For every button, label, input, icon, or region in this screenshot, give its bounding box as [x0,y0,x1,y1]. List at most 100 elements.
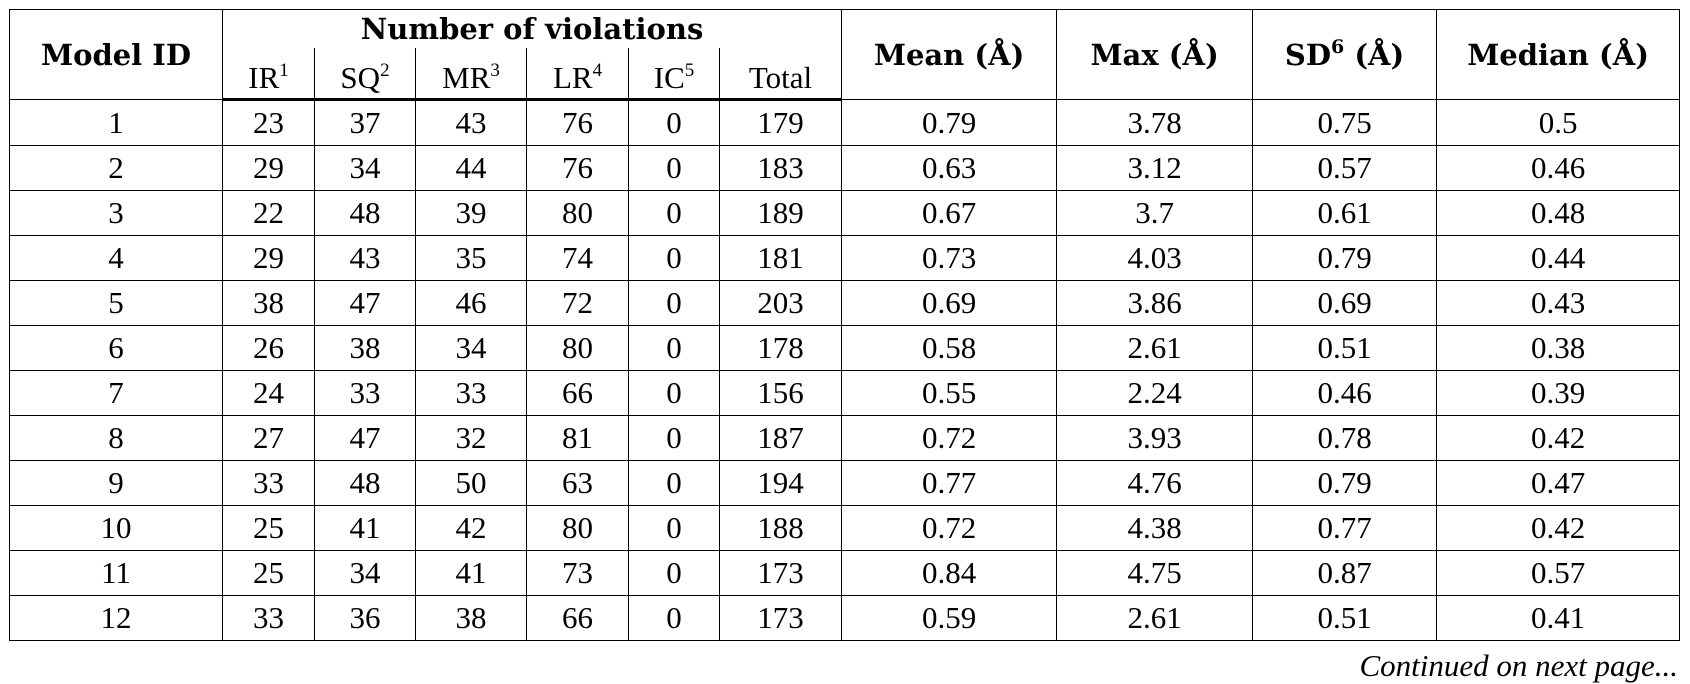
table-cell: 183 [718,145,843,191]
table-cell: 0 [628,370,720,416]
table-cell: 0.38 [1436,325,1681,371]
table-cell: 48 [314,460,416,506]
table-cell: 11 [9,550,223,596]
continuation-note: Continued on next page... [1359,648,1678,683]
table-row: 12 33 36 38 66 0 173 0.59 2.61 0.51 0.41 [9,595,1681,641]
table-cell: 80 [526,325,629,371]
table-cell: 1 [9,99,223,146]
table-cell: 81 [526,415,629,461]
table-cell: 194 [718,460,843,506]
table-cell: 0 [628,99,720,146]
table-cell: 8 [9,415,223,461]
table-cell: 0.41 [1436,595,1681,641]
table-row: 1 23 37 43 76 0 179 0.79 3.78 0.75 0.5 [9,99,1681,146]
column-header: IC5 [628,48,720,101]
table-cell: 25 [222,505,315,551]
table-cell: 0.79 [1252,235,1438,281]
table-cell: 63 [526,460,629,506]
table-cell: 33 [222,460,315,506]
table-cell: 34 [314,550,416,596]
table-cell: 0.5 [1436,99,1681,146]
header-footnote-mark: 4 [592,60,603,81]
table-cell: 4.76 [1056,460,1254,506]
table-cell: 33 [314,370,416,416]
column-header: Total [718,48,843,101]
table-cell: 38 [415,595,527,641]
table-cell: 38 [222,280,315,326]
column-header: SQ2 [314,48,416,101]
header-text: IC [653,60,685,95]
table-cell: 3.12 [1056,145,1254,191]
column-header: Mean (Å) [841,9,1058,100]
table-cell: 47 [314,415,416,461]
header-text: Median (Å) [1467,37,1649,72]
table-cell: 46 [415,280,527,326]
table-cell: 0.61 [1252,190,1438,236]
table-cell: 0.79 [1252,460,1438,506]
table-cell: 80 [526,190,629,236]
column-header: IR1 [222,48,315,101]
table-cell: 37 [314,99,416,146]
table-cell: 23 [222,99,315,146]
table-cell: 41 [415,550,527,596]
table-cell: 188 [718,505,843,551]
table-cell: 0.44 [1436,235,1681,281]
table-cell: 39 [415,190,527,236]
table-cell: 0.51 [1252,325,1438,371]
table-cell: 4.75 [1056,550,1254,596]
table-row: 10 25 41 42 80 0 188 0.72 4.38 0.77 0.42 [9,505,1681,551]
table-cell: 0.73 [841,235,1058,281]
table-cell: 25 [222,550,315,596]
table-cell: 26 [222,325,315,371]
table-cell: 2 [9,145,223,191]
table-cell: 47 [314,280,416,326]
table-cell: 29 [222,235,315,281]
table-cell: 80 [526,505,629,551]
table-cell: 0 [628,190,720,236]
table-cell: 36 [314,595,416,641]
column-header: Model ID [9,9,223,100]
table-cell: 0.57 [1436,550,1681,596]
table-cell: 2.61 [1056,325,1254,371]
table-cell: 0.39 [1436,370,1681,416]
header-text: MR [442,60,491,95]
table-cell: 181 [718,235,843,281]
table-cell: 3 [9,190,223,236]
table-cell: 0.46 [1252,370,1438,416]
table-cell: 0.51 [1252,595,1438,641]
table-cell: 0 [628,505,720,551]
column-header: LR4 [526,48,629,101]
table-cell: 0 [628,415,720,461]
column-header: SD6 (Å) [1252,9,1438,100]
table-cell: 0 [628,595,720,641]
table-cell: 73 [526,550,629,596]
table-cell: 4 [9,235,223,281]
table-cell: 0.58 [841,325,1058,371]
table-cell: 0.42 [1436,415,1681,461]
table-cell: 0.48 [1436,190,1681,236]
table-cell: 0.43 [1436,280,1681,326]
table-cell: 0.57 [1252,145,1438,191]
table-cell: 24 [222,370,315,416]
table-row: 8 27 47 32 81 0 187 0.72 3.93 0.78 0.42 [9,415,1681,461]
table-cell: 3.93 [1056,415,1254,461]
table-cell: 0 [628,145,720,191]
table-cell: 7 [9,370,223,416]
header-text: LR [552,60,593,95]
table-cell: 35 [415,235,527,281]
table-cell: 41 [314,505,416,551]
table-cell: 0 [628,550,720,596]
table-cell: 6 [9,325,223,371]
table-body: 1 23 37 43 76 0 179 0.79 3.78 0.75 0.5 2 29 34 44 76 0 18… [9,99,1681,641]
table-cell: 189 [718,190,843,236]
table-cell: 50 [415,460,527,506]
table-cell: 44 [415,145,527,191]
header-footnote-mark: 3 [490,60,500,81]
table-cell: 203 [718,280,843,326]
table-cell: 156 [718,370,843,416]
table-cell: 43 [415,99,527,146]
table-row: 5 38 47 46 72 0 203 0.69 3.86 0.69 0.43 [9,280,1681,326]
header-row: IR1 SQ2 MR3 LR4 IC5 Total [10,48,1680,101]
table-cell: 29 [222,145,315,191]
table-cell: 0.84 [841,550,1058,596]
